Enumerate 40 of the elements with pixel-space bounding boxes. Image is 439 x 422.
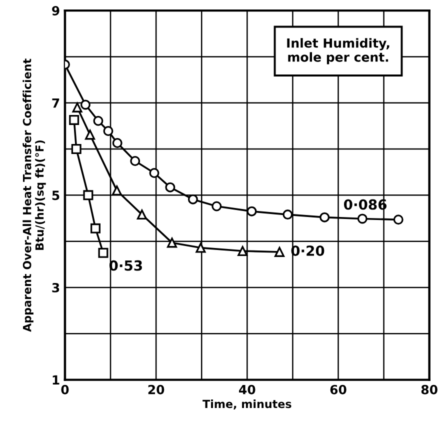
y-tick-label: 7: [52, 98, 60, 108]
annotation: Inlet Humidity, mole per cent.: [287, 38, 390, 64]
point: [112, 138, 122, 148]
point: [136, 210, 147, 220]
y-tick-label: 9: [52, 6, 60, 16]
point: [167, 238, 178, 248]
point: [320, 212, 330, 222]
point: [357, 214, 368, 224]
x-tick-label: 0: [61, 384, 69, 394]
y-tick-label: 3: [52, 282, 60, 292]
point: [165, 182, 176, 192]
point: [69, 114, 80, 125]
y-tick-label: 5: [52, 190, 60, 200]
point: [98, 248, 108, 258]
point: [149, 168, 160, 178]
x-axis-title: Time, minutes: [202, 400, 292, 410]
point: [93, 116, 104, 126]
point: [238, 246, 248, 256]
x-tick-label: 80: [421, 384, 438, 394]
y-tick-label: 1: [52, 375, 60, 385]
point: [188, 194, 198, 204]
point: [130, 156, 140, 166]
point: [90, 223, 100, 234]
point: [246, 206, 257, 216]
point: [71, 144, 82, 154]
x-tick-label: 20: [148, 384, 164, 394]
x-tick-label: 60: [330, 384, 346, 394]
x-tick-label: 40: [239, 384, 256, 394]
point: [112, 186, 122, 196]
point: [103, 126, 114, 136]
point: [282, 210, 293, 220]
point: [83, 190, 94, 200]
point: [85, 130, 96, 140]
point: [80, 100, 90, 110]
point: [212, 201, 222, 212]
point: [196, 242, 206, 253]
point: [274, 246, 284, 257]
point: [393, 214, 404, 225]
point: [72, 102, 82, 112]
y-axis-title: Apparent Over-All Heat Transfer Coefficient Btu/(hr)(sq ft)(°F): [22, 58, 46, 332]
